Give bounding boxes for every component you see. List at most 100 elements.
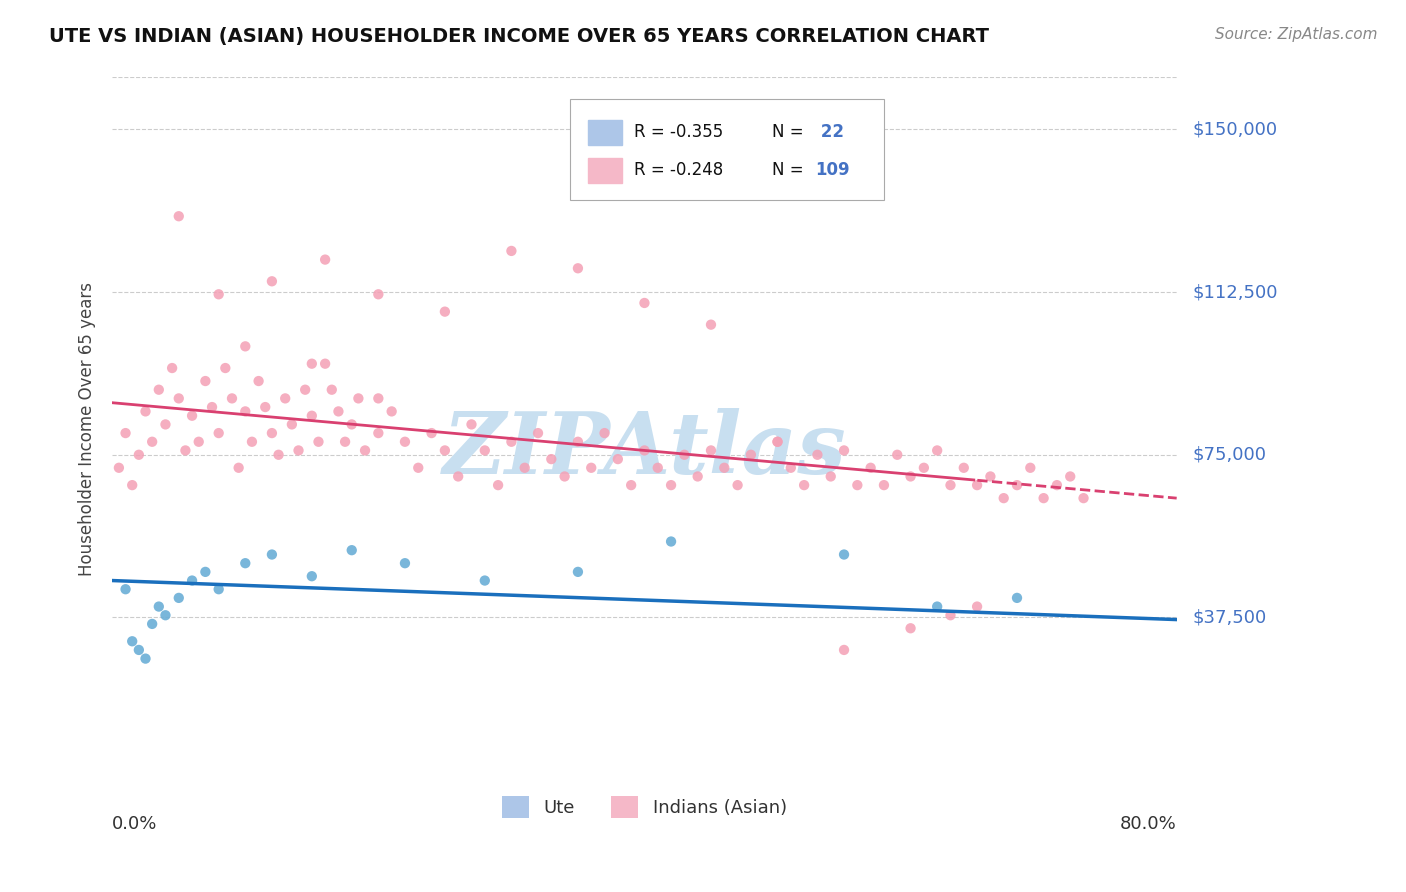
Y-axis label: Householder Income Over 65 years: Householder Income Over 65 years xyxy=(79,282,96,575)
Point xyxy=(460,417,482,432)
Point xyxy=(567,434,589,449)
Point xyxy=(779,460,801,475)
Point xyxy=(194,565,217,579)
Text: ZIPAtlas: ZIPAtlas xyxy=(443,408,846,491)
Text: N =: N = xyxy=(772,161,804,179)
Point xyxy=(1059,469,1081,483)
Point xyxy=(581,460,603,475)
Point xyxy=(128,448,150,462)
Point xyxy=(633,443,655,458)
Point xyxy=(347,392,370,406)
Point xyxy=(321,383,343,397)
Point xyxy=(433,304,456,318)
Point xyxy=(141,616,163,631)
Point xyxy=(766,434,789,449)
Point xyxy=(328,404,350,418)
Point xyxy=(214,361,236,376)
Text: $150,000: $150,000 xyxy=(1192,120,1278,138)
Point xyxy=(141,434,163,449)
Text: R = -0.355: R = -0.355 xyxy=(634,123,723,142)
Point xyxy=(254,400,277,414)
Point xyxy=(513,460,536,475)
Point xyxy=(294,383,316,397)
Point xyxy=(593,426,616,441)
Point xyxy=(394,556,416,570)
Text: R = -0.248: R = -0.248 xyxy=(634,161,723,179)
Point xyxy=(160,361,183,376)
Point xyxy=(167,392,190,406)
Point xyxy=(194,374,217,388)
Point xyxy=(155,608,177,623)
Point xyxy=(620,478,643,492)
Point xyxy=(301,357,323,371)
Point xyxy=(1005,478,1028,492)
Point xyxy=(727,478,749,492)
Point xyxy=(846,478,869,492)
Point xyxy=(121,634,143,648)
Point xyxy=(208,582,231,597)
Point xyxy=(314,252,336,267)
Point xyxy=(260,426,283,441)
Point xyxy=(228,460,250,475)
Point xyxy=(713,460,735,475)
Point xyxy=(832,548,855,562)
Point xyxy=(927,443,949,458)
Point xyxy=(181,409,204,423)
Point xyxy=(233,339,256,353)
Point xyxy=(114,426,136,441)
Point xyxy=(128,643,150,657)
Point xyxy=(979,469,1001,483)
Point xyxy=(659,478,682,492)
Point xyxy=(966,478,988,492)
Bar xyxy=(588,120,621,145)
Point xyxy=(367,392,389,406)
Point xyxy=(1073,491,1095,505)
Point xyxy=(340,417,363,432)
Point xyxy=(952,460,974,475)
Point xyxy=(966,599,988,614)
Point xyxy=(155,417,177,432)
FancyBboxPatch shape xyxy=(569,98,884,201)
Point xyxy=(267,448,290,462)
Point xyxy=(367,287,389,301)
Point xyxy=(793,478,815,492)
Point xyxy=(993,491,1015,505)
Point xyxy=(700,318,723,332)
Bar xyxy=(588,158,621,183)
Point xyxy=(927,599,949,614)
Point xyxy=(187,434,209,449)
Text: Source: ZipAtlas.com: Source: ZipAtlas.com xyxy=(1215,27,1378,42)
Point xyxy=(260,274,283,288)
Point xyxy=(859,460,882,475)
Point xyxy=(281,417,304,432)
Point xyxy=(766,434,789,449)
Point xyxy=(134,651,156,665)
Point xyxy=(700,443,723,458)
Point xyxy=(340,543,363,558)
Text: $37,500: $37,500 xyxy=(1192,608,1267,626)
Point xyxy=(174,443,197,458)
Point xyxy=(686,469,709,483)
Text: 109: 109 xyxy=(814,161,849,179)
Point xyxy=(208,287,231,301)
Point xyxy=(240,434,263,449)
Point xyxy=(121,478,143,492)
Point xyxy=(474,574,496,588)
Point xyxy=(287,443,309,458)
Point xyxy=(567,565,589,579)
Text: $112,500: $112,500 xyxy=(1192,283,1278,301)
Point xyxy=(108,460,131,475)
Point xyxy=(260,548,283,562)
Point xyxy=(939,608,962,623)
Point xyxy=(314,357,336,371)
Point xyxy=(1019,460,1042,475)
Point xyxy=(406,460,429,475)
Point xyxy=(806,448,828,462)
Point xyxy=(420,426,443,441)
Point xyxy=(134,404,156,418)
Point xyxy=(381,404,404,418)
Text: $75,000: $75,000 xyxy=(1192,446,1267,464)
Point xyxy=(832,643,855,657)
Point xyxy=(873,478,896,492)
Point xyxy=(567,261,589,276)
